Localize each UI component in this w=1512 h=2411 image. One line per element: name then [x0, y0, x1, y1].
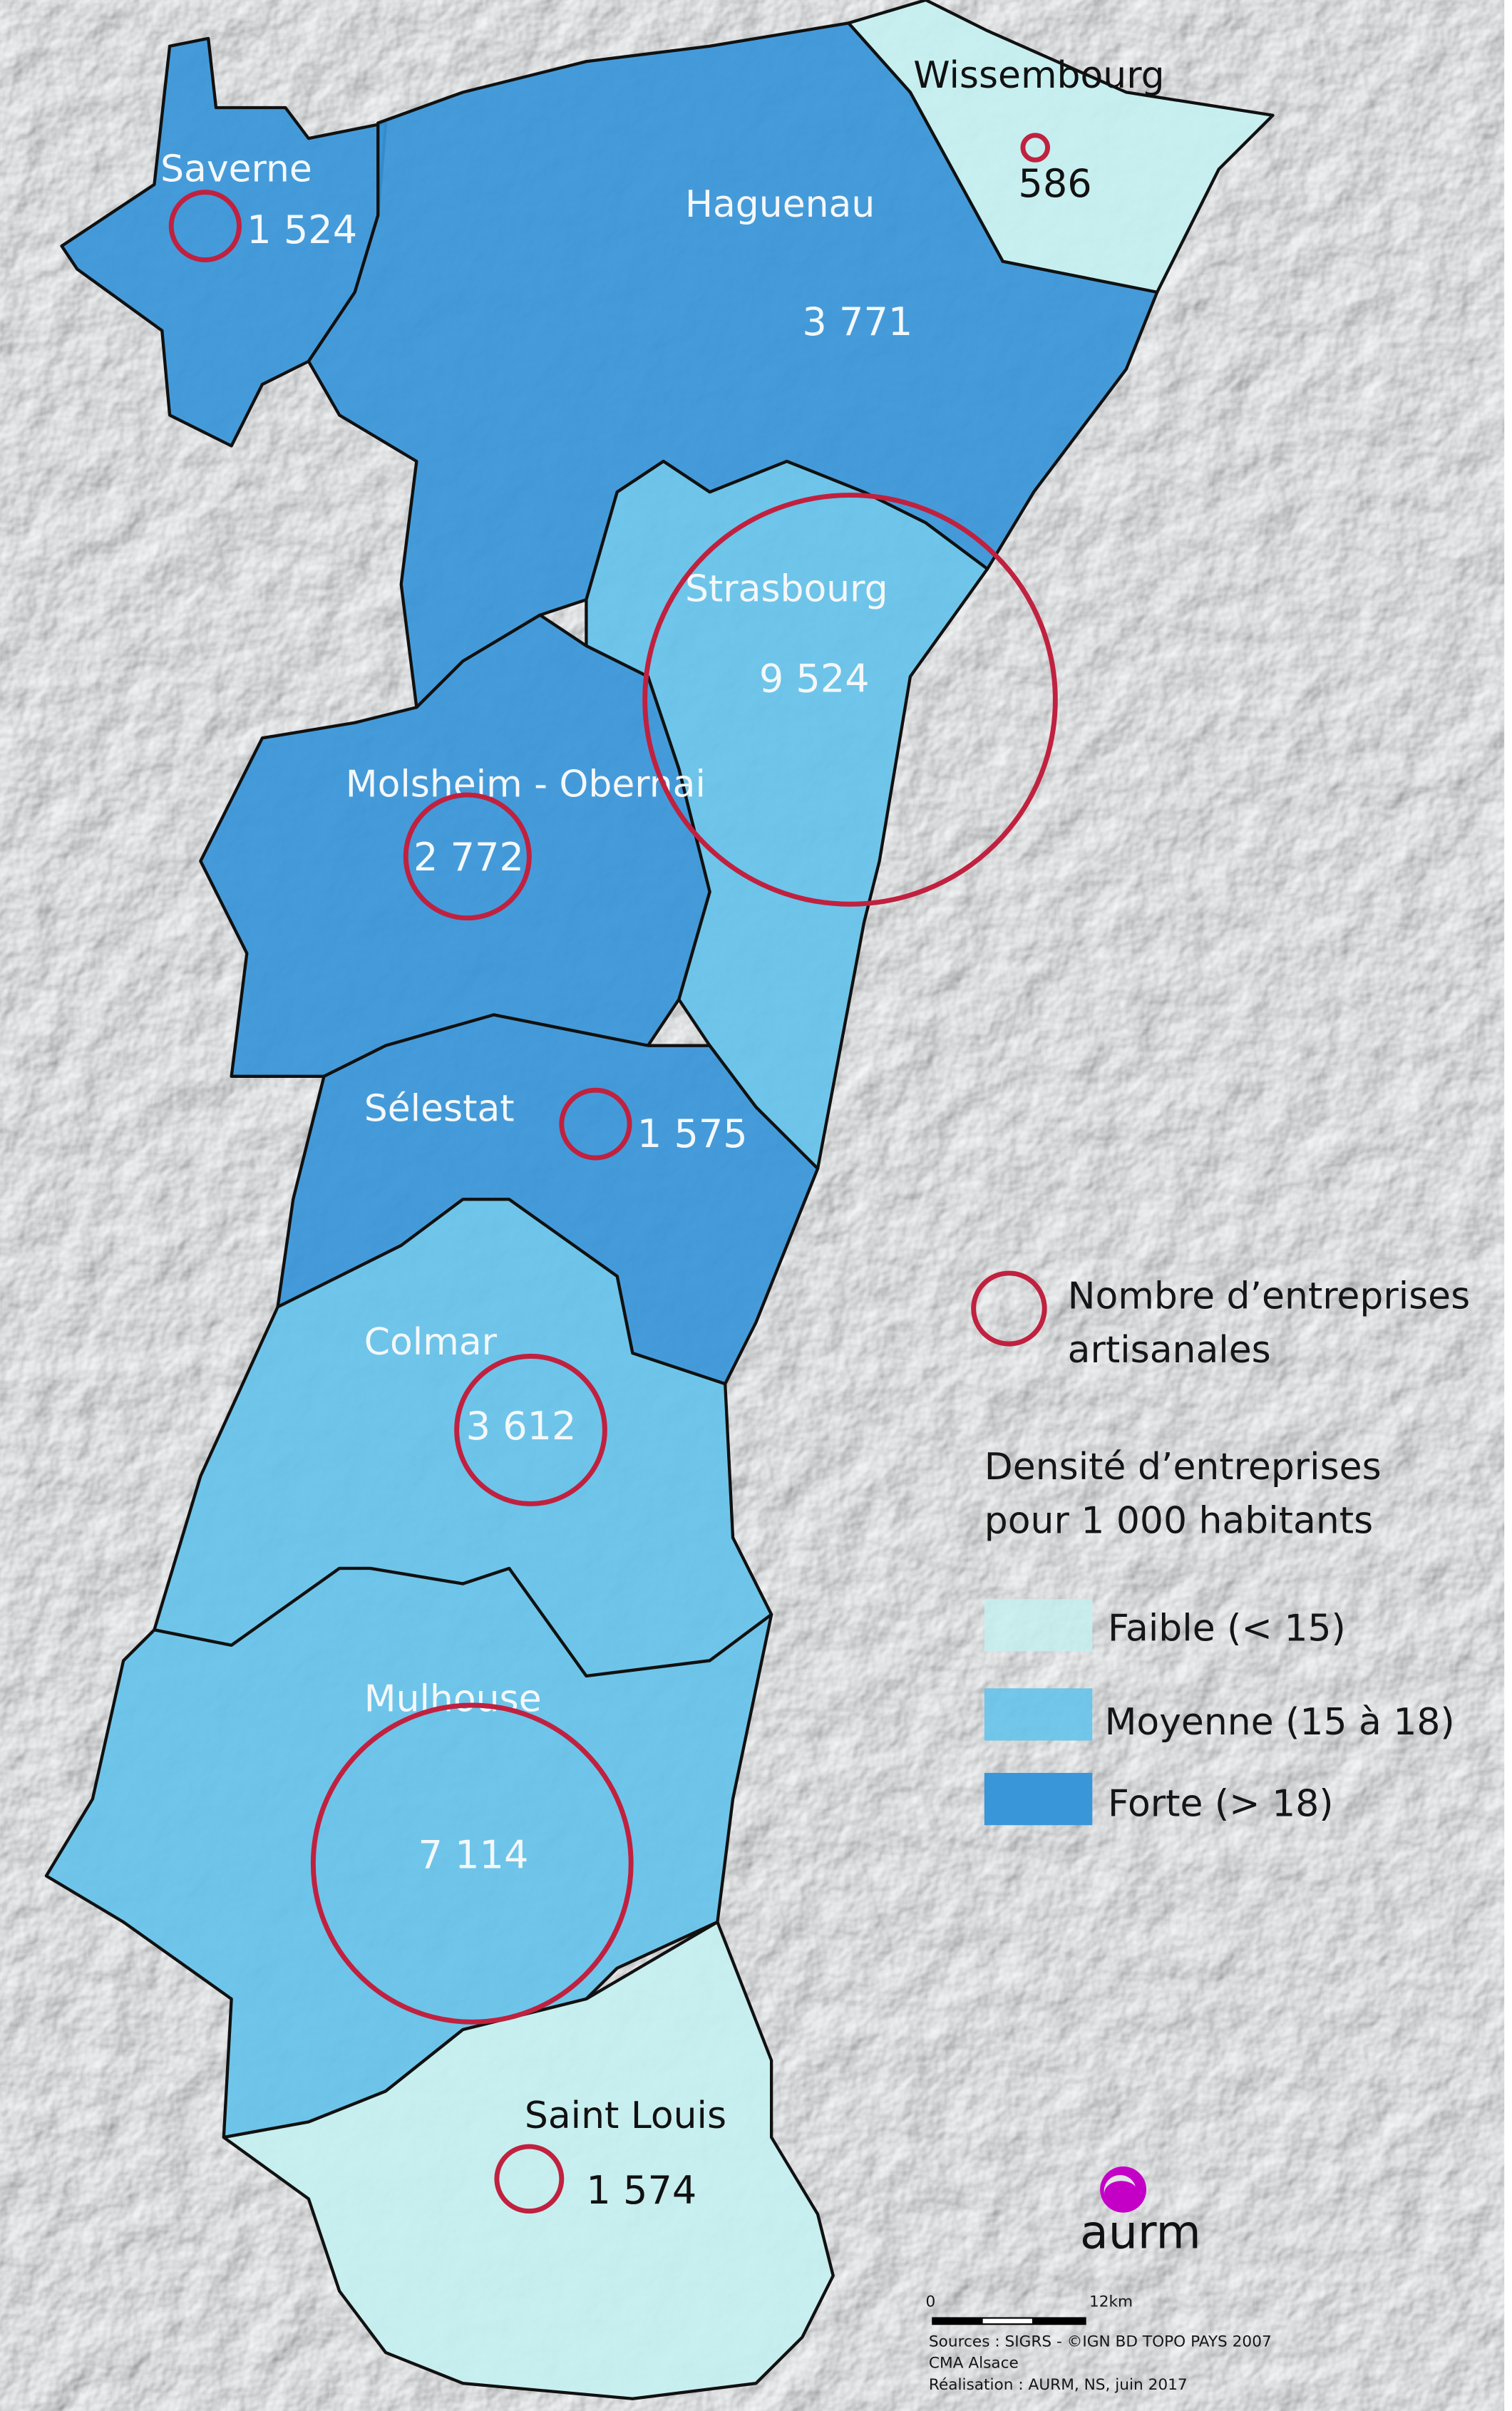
circle-mulhouse — [310, 1702, 634, 2025]
proportional-circles — [168, 133, 1058, 2214]
legend: Nombre d’entreprises artisanales Densité… — [971, 1270, 1471, 1826]
legend-label-moyenne: Moyenne (15 à 18) — [1105, 1701, 1455, 1744]
legend-swatch-forte — [984, 1772, 1093, 1826]
credits: Sources : SIGRS - ©IGN BD TOPO PAYS 2007… — [929, 2333, 1272, 2393]
value-colmar: 3 612 — [466, 1404, 577, 1449]
scale-bar: 0 12km — [926, 2293, 1133, 2325]
value-saint-louis: 1 574 — [586, 2168, 696, 2213]
label-saint-louis: Saint Louis — [525, 2094, 726, 2137]
logo-swirl-icon — [1100, 2166, 1147, 2213]
value-molsheim-obernai: 2 772 — [413, 835, 524, 880]
circle-saint-louis — [494, 2144, 565, 2214]
region-wissembourg[interactable] — [847, 0, 1275, 294]
label-selestat: Sélestat — [364, 1087, 515, 1130]
credit-realisation: Réalisation : AURM, NS, juin 2017 — [929, 2376, 1188, 2394]
scale-end: 12km — [1089, 2293, 1133, 2310]
legend-circle-icon — [971, 1270, 1047, 1347]
circle-selestat — [559, 1087, 632, 1161]
value-saverne: 1 524 — [247, 207, 357, 252]
legend-swatch-moyenne — [984, 1688, 1093, 1741]
label-mulhouse: Mulhouse — [364, 1678, 542, 1721]
circle-wissembourg — [1020, 133, 1051, 163]
credit-sources: Sources : SIGRS - ©IGN BD TOPO PAYS 2007 — [929, 2333, 1272, 2350]
circle-molsheim-obernai — [403, 792, 532, 921]
legend-swatch-faible — [984, 1599, 1093, 1652]
label-colmar: Colmar — [364, 1321, 498, 1364]
region-molsheim-obernai[interactable] — [199, 613, 711, 1078]
circle-strasbourg — [642, 493, 1058, 907]
region-saint-louis[interactable] — [222, 1920, 835, 2400]
scale-start: 0 — [926, 2293, 936, 2310]
label-wissembourg: Wissembourg — [913, 54, 1164, 97]
value-selestat: 1 575 — [637, 1111, 748, 1156]
value-haguenau: 3 771 — [802, 299, 912, 344]
legend-circle-label: Nombre d’entreprises — [1068, 1275, 1471, 1318]
value-mulhouse: 7 114 — [418, 1833, 529, 1878]
regions — [44, 0, 1275, 2400]
region-labels: Saverne 1 524 Haguenau 3 771 Wissembourg… — [160, 54, 1165, 2213]
legend-density-title-2: pour 1 000 habitants — [984, 1499, 1373, 1542]
label-strasbourg: Strasbourg — [685, 567, 888, 610]
aurm-logo: aurm — [1080, 2166, 1201, 2259]
circle-saverne — [168, 190, 242, 262]
right-margin — [1504, 0, 1512, 2411]
label-haguenau: Haguenau — [685, 183, 875, 226]
label-saverne: Saverne — [160, 148, 312, 191]
logo-text: aurm — [1080, 2206, 1201, 2259]
value-strasbourg: 9 524 — [759, 657, 870, 701]
credit-cma: CMA Alsace — [929, 2355, 1019, 2373]
value-wissembourg: 586 — [1018, 161, 1091, 206]
legend-label-forte: Forte (> 18) — [1108, 1782, 1334, 1825]
label-molsheim-obernai: Molsheim - Obernai — [346, 763, 706, 806]
legend-density-title: Densité d’entreprises — [984, 1446, 1382, 1489]
circle-colmar — [454, 1353, 607, 1506]
legend-circle-label-2: artisanales — [1068, 1329, 1271, 1372]
legend-label-faible: Faible (< 15) — [1108, 1607, 1346, 1650]
